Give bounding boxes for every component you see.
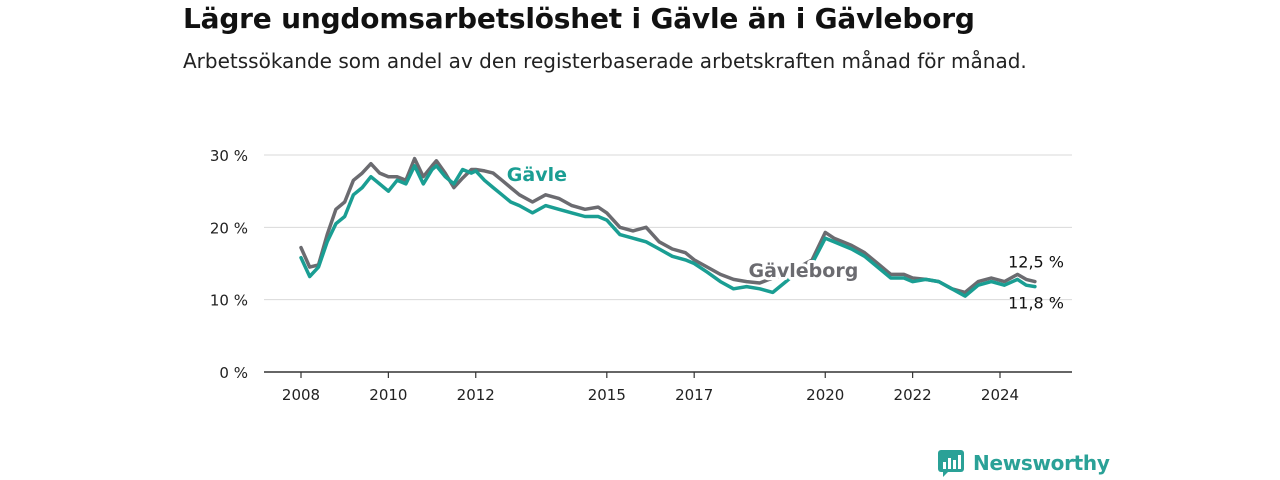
brand-name: Newsworthy: [973, 451, 1110, 475]
x-tick-label: 2015: [588, 386, 626, 404]
newsworthy-logo-icon: [938, 450, 964, 477]
x-tick-label: 2017: [675, 386, 713, 404]
x-tick-label: 2012: [457, 386, 495, 404]
y-tick-label: 10 %: [210, 292, 248, 310]
end-value-label: 12,5 %: [1008, 253, 1064, 272]
y-tick-label: 20 %: [210, 219, 248, 237]
end-value-label: 11,8 %: [1008, 294, 1064, 313]
x-tick-label: 2020: [806, 386, 844, 404]
x-tick-label: 2024: [981, 386, 1019, 404]
x-tick-label: 2008: [282, 386, 320, 404]
series-line-gavle: [299, 164, 1037, 298]
y-tick-label: 30 %: [210, 147, 248, 165]
series-label: Gävleborg: [748, 260, 858, 282]
series-label: Gävle: [507, 164, 567, 186]
brand-logo: Newsworthy: [937, 449, 1110, 477]
x-tick-label: 2022: [894, 386, 932, 404]
chart-title: Lägre ungdomsarbetslöshet i Gävle än i G…: [183, 2, 975, 35]
y-tick-label: 0 %: [219, 364, 248, 382]
chart-subtitle: Arbetssökande som andel av den registerb…: [183, 49, 1027, 73]
series-line-gavleborg: [299, 156, 1037, 295]
x-tick-label: 2010: [369, 386, 407, 404]
